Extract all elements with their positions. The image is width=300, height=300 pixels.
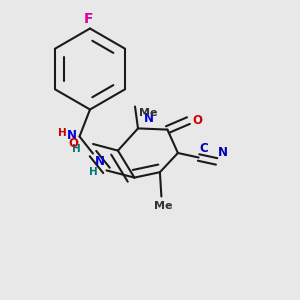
- Text: Me: Me: [154, 201, 172, 211]
- Text: N: N: [143, 112, 153, 125]
- Text: Me: Me: [139, 108, 157, 118]
- Text: N: N: [218, 146, 227, 159]
- Text: F: F: [84, 12, 93, 26]
- Text: H: H: [71, 144, 80, 154]
- Text: H: H: [58, 128, 67, 138]
- Text: O: O: [68, 136, 78, 150]
- Text: N: N: [94, 155, 104, 168]
- Text: O: O: [192, 113, 202, 127]
- Text: N: N: [67, 129, 76, 142]
- Text: C: C: [200, 142, 208, 155]
- Text: H: H: [89, 167, 98, 177]
